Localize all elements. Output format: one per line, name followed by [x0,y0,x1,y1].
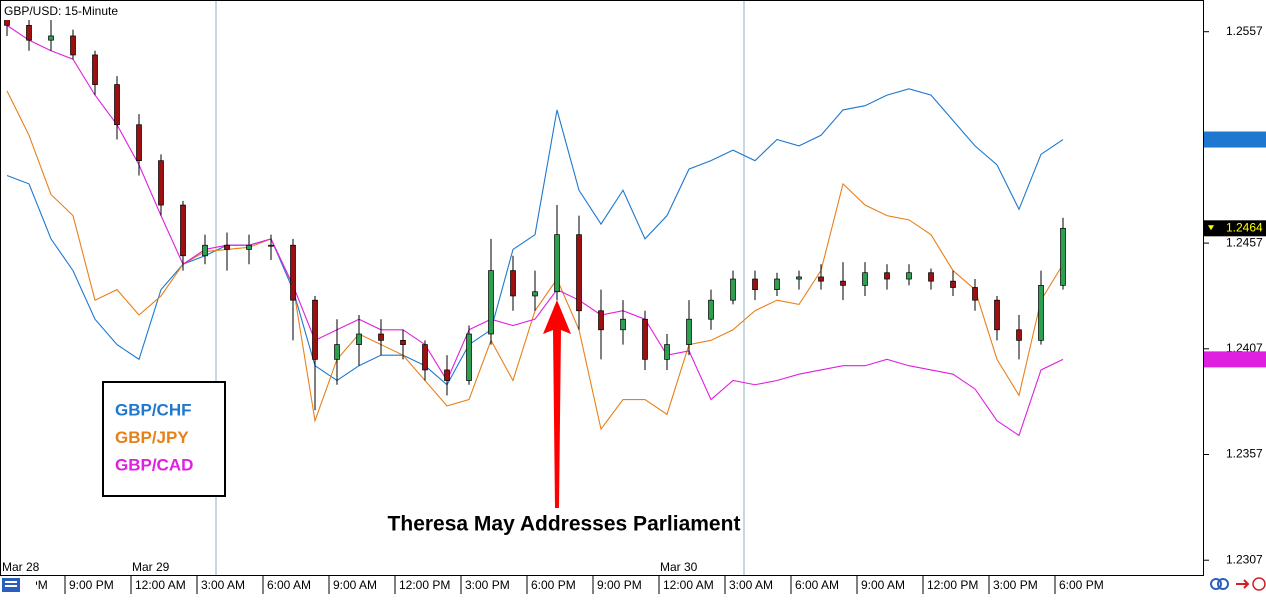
candle-body [202,244,208,257]
candle-body [884,272,890,280]
x-tick-label: 9:00 PM [597,578,642,592]
candle-body [840,280,846,286]
menu-icon-line [5,581,17,583]
candle-body [664,344,670,360]
arrow-icon[interactable] [1236,579,1250,589]
candle-body [796,276,802,280]
candle-body [950,280,956,288]
candle-body [48,35,54,41]
candle-body [488,270,494,335]
candle-body [686,318,692,345]
candle-body [290,244,296,301]
x-tick-label: 9:00 AM [333,578,377,592]
y-axis: 1.23071.23571.24071.24571.25071.25571.24… [1204,24,1266,566]
x-tick-label: 12:00 PM [399,578,450,592]
x-tick-label: 12:00 PM [927,578,978,592]
title-bg [2,4,124,20]
y-tick-label: 1.2457 [1226,235,1263,249]
candle-body [554,234,560,293]
candle-body [862,272,868,286]
x-tick-label: 3:00 PM [465,578,510,592]
candle-body [928,272,934,282]
candle-body [752,278,758,290]
candle-body [114,84,120,126]
annotation-arrow [543,300,571,508]
candle-body [620,318,626,331]
candle-body [70,35,76,56]
candle-body [312,299,318,360]
candle-body [510,270,516,297]
x-tick-label: 6:00 PM [531,578,576,592]
legend: GBP/CHF GBP/JPY GBP/CAD [115,400,193,474]
last-price-box [1204,220,1266,237]
y-tick-label: 1.2557 [1226,24,1263,38]
candle-body [576,234,582,312]
candle-body [444,369,450,381]
candle-body [466,333,472,381]
candle-body [642,318,648,360]
candle-body [136,124,142,162]
annotation: Theresa May Addresses Parliament [388,513,741,536]
y-tick-label: 1.2307 [1226,552,1263,566]
candle-body [994,299,1000,331]
date-label: Mar 28 [2,560,40,574]
candle-body [400,339,406,345]
date-label: Mar 30 [660,560,698,574]
candle-body [1038,285,1044,341]
date-label: Mar 29 [132,560,170,574]
x-tick-label: 3:00 AM [729,578,773,592]
candle-body [92,54,98,85]
candle-body [598,310,604,331]
link-icon[interactable] [1210,578,1222,590]
candle-body [730,278,736,301]
candle-body [246,244,252,250]
help-icon[interactable] [1252,577,1266,591]
marks [4,10,1066,437]
y-tick-label: 1.2357 [1226,447,1263,461]
candle-body [26,25,32,41]
chart-title: GBP/USD: 15-Minute [4,4,118,18]
candle-body [1060,227,1066,286]
candle-body [268,244,274,247]
plot-border [0,0,1204,576]
x-tick-label: 3:00 AM [201,578,245,592]
legend-label: GBP/CHF [115,400,192,419]
x-tick-label: 9:00 AM [861,578,905,592]
candle-body [906,272,912,280]
x-tick-label: 9:00 PM [69,578,114,592]
menu-icon-line [5,585,17,587]
x-tick-label: 12:00 AM [663,578,714,592]
candle-body [774,278,780,290]
x-tick-label: 6:00 PM [1059,578,1104,592]
candle-body [818,276,824,282]
x-tick-label: 6:00 AM [795,578,839,592]
candle-body [532,291,538,297]
x-axis: 6:00 PM 9:00 PM 12:00 AM Mar 29 3:00 AM 6:00 … [0,560,1104,594]
legend-box [102,381,226,497]
link-icon [1217,578,1229,590]
last-price-marker [1208,225,1214,231]
x-tick-label: 6:00 AM [267,578,311,592]
candle-body [356,333,362,345]
legend-label: GBP/JPY [115,428,189,447]
candle-body [972,287,978,301]
candle-body [378,333,384,341]
legend-label: GBP/CAD [115,455,193,474]
series-price-box [1204,131,1266,148]
candle-body [224,244,230,250]
candle-body [1016,329,1022,341]
candle-body [708,299,714,320]
candle-body [422,344,428,371]
x-tick-label: 12:00 AM [135,578,186,592]
series-price-box [1204,351,1266,368]
candle-body [180,204,186,257]
x-tick-label: 3:00 PM [993,578,1038,592]
last-price-label: 1.2464 [1226,220,1263,234]
candle-body [158,160,164,206]
candle-body [334,344,340,360]
